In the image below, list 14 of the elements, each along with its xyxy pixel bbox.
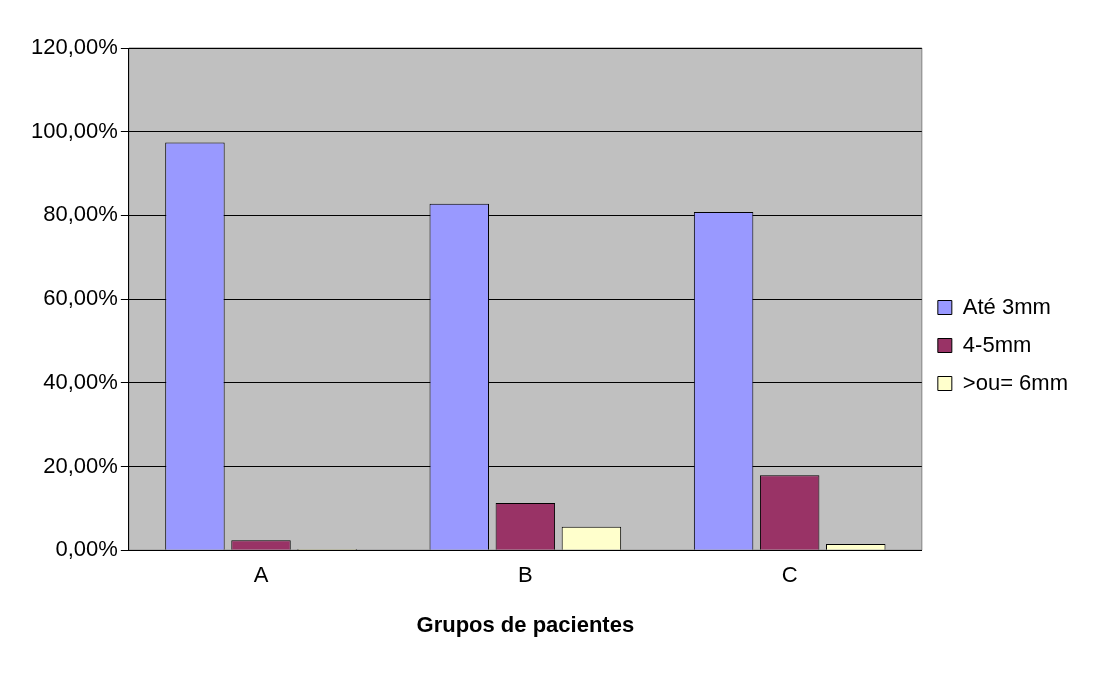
legend-label: >ou= 6mm	[962, 369, 1069, 395]
legend-label: Até 3mm	[962, 293, 1051, 319]
x-tick-label: A	[253, 562, 269, 588]
y-tick-label: 120,00%	[30, 34, 118, 60]
y-tick-label: 0,00%	[55, 536, 118, 562]
y-tick-label: 20,00%	[43, 452, 118, 478]
y-tick-label: 100,00%	[30, 117, 118, 143]
x-tick-label: C	[781, 562, 798, 588]
x-tick-label: B	[518, 562, 533, 588]
legend-label: 4-5mm	[962, 331, 1032, 357]
y-tick-label: 60,00%	[43, 285, 118, 311]
y-tick-label: 80,00%	[43, 201, 118, 227]
x-axis-title: Grupos de pacientes	[416, 611, 635, 637]
y-tick-label: 40,00%	[43, 368, 118, 394]
